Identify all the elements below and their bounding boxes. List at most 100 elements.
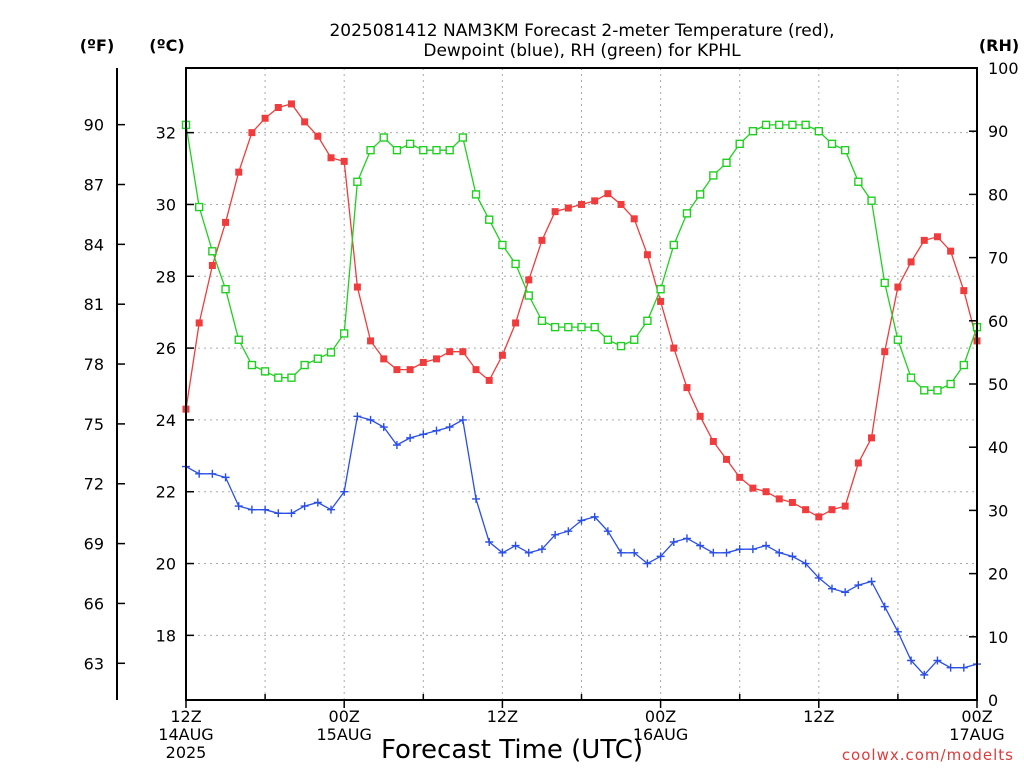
temperature-point — [788, 499, 796, 506]
rh-tick-label: 30 — [988, 501, 1008, 520]
rh-point — [946, 379, 955, 389]
x-tick-label: 2025 — [166, 743, 207, 762]
dewpoint-point — [419, 430, 428, 439]
rh-point — [840, 145, 850, 155]
temperature-point — [709, 437, 717, 445]
temperature-point — [828, 506, 836, 514]
fahrenheit-tick-label: 81 — [84, 295, 104, 314]
dewpoint-point — [590, 512, 599, 521]
series-layer — [181, 100, 982, 679]
rh-point — [366, 145, 375, 155]
rh-point — [590, 322, 599, 332]
dewpoint-point — [709, 548, 718, 557]
temperature-point — [235, 168, 243, 176]
temperature-point — [314, 132, 322, 140]
rh-tick-label: 90 — [988, 122, 1008, 141]
dewpoint-point — [524, 548, 533, 557]
temperature-point — [432, 355, 440, 363]
celsius-tick-label: 26 — [156, 339, 176, 358]
temperature-point — [380, 355, 388, 363]
plot-frame — [185, 67, 978, 701]
dewpoint-point — [880, 602, 889, 611]
x-tick-label: 12Z — [803, 707, 834, 726]
rh-point — [814, 126, 823, 136]
dewpoint-point — [643, 559, 652, 568]
temperature-point — [195, 319, 203, 327]
x-tick-label: 00Z — [961, 707, 992, 726]
x-tick-label: 00Z — [329, 707, 360, 726]
dewpoint-point — [327, 505, 336, 514]
temperature-point — [643, 251, 651, 259]
rh-point — [735, 139, 744, 149]
fahrenheit-tick-label: 90 — [84, 116, 104, 135]
x-tick-label: 14AUG — [158, 725, 213, 744]
temperature-point — [894, 283, 902, 291]
rh-point — [524, 291, 533, 300]
fahrenheit-tick-label: 84 — [84, 235, 104, 254]
dewpoint-point — [247, 505, 256, 514]
temperature-point — [723, 455, 731, 463]
rh-point — [471, 190, 481, 199]
dewpoint-point — [287, 509, 296, 518]
temperature-point — [920, 236, 928, 244]
rh-point — [550, 322, 560, 332]
temperature-point — [498, 351, 506, 359]
rh-point — [933, 386, 942, 395]
dewpoint-point — [445, 423, 454, 432]
temperature-point — [657, 297, 665, 305]
dewpoint-point — [208, 469, 217, 478]
temperature-point — [208, 262, 216, 269]
dewpoint-point — [775, 548, 784, 557]
dewpoint-point — [762, 541, 771, 550]
temperature-point — [815, 513, 823, 521]
rh-point — [260, 367, 270, 376]
temperature-point — [591, 197, 599, 205]
dewpoint-point — [933, 656, 942, 665]
dewpoint-point — [472, 494, 481, 503]
dewpoint-point — [392, 441, 401, 450]
rh-point — [419, 145, 428, 155]
temperature-point — [538, 236, 546, 244]
rh-point — [458, 133, 468, 142]
fahrenheit-tick-label: 87 — [84, 176, 104, 195]
dewpoint-point — [946, 663, 955, 672]
temperature-point — [907, 258, 915, 266]
dewpoint-line — [185, 415, 978, 676]
temperature-point — [564, 204, 572, 212]
temperature-point — [736, 473, 744, 481]
dewpoint-point — [603, 527, 612, 536]
rh-point — [498, 240, 507, 250]
celsius-tick-label: 32 — [156, 124, 176, 143]
dewpoint-point — [511, 541, 520, 550]
x-tick-label: 12Z — [170, 707, 201, 726]
dewpoint-point — [854, 581, 863, 590]
rh-point — [788, 120, 797, 130]
rh-point — [761, 120, 771, 130]
rh-point — [682, 209, 692, 218]
temperature-point — [630, 215, 638, 223]
dewpoint-point — [617, 548, 626, 557]
temperature-point — [419, 358, 427, 366]
rh-point — [920, 386, 929, 395]
temperature-point — [248, 129, 256, 137]
temperature-point — [854, 459, 862, 467]
dewpoint-point — [221, 473, 230, 482]
fahrenheit-axis-label: (ºF) — [80, 36, 115, 55]
rh-point — [801, 120, 810, 130]
dewpoint-point — [867, 577, 876, 586]
temperature-point — [274, 104, 282, 111]
dewpoint-point — [432, 426, 441, 435]
temperature-point — [696, 412, 704, 420]
temperature-point — [485, 376, 493, 384]
celsius-axis-label: (ºC) — [149, 36, 184, 55]
temperature-point — [868, 434, 876, 442]
temperature-point — [841, 502, 849, 510]
rh-point — [287, 373, 296, 382]
fahrenheit-tick-label: 72 — [84, 475, 104, 494]
rh-point — [392, 145, 402, 155]
celsius-tick-label: 30 — [156, 195, 176, 214]
rh-point — [485, 215, 494, 224]
rh-point — [695, 190, 705, 199]
rh-tick-label: 0 — [988, 691, 998, 710]
